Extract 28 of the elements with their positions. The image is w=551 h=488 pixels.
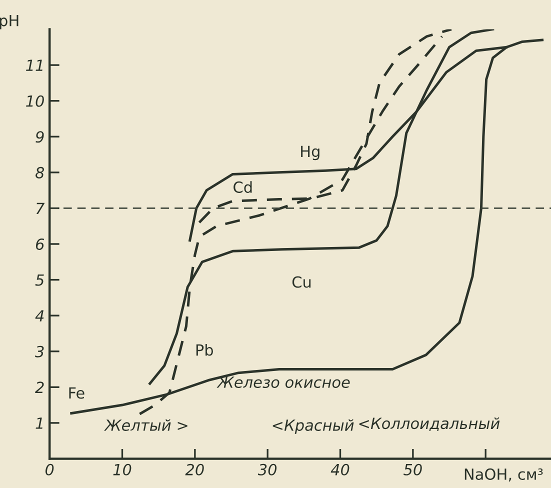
series-label: Hg: [301, 146, 320, 160]
x-axis-title: NaOH, см³: [464, 468, 543, 482]
x-tick-label: 0: [45, 464, 54, 476]
x-tick-label: 40: [330, 464, 350, 476]
y-tick-label: 11: [26, 60, 42, 71]
x-tick-label: 10: [113, 464, 132, 476]
y-tick-label: 1: [36, 418, 42, 429]
annotation: Желтый >: [104, 419, 188, 431]
annotation: <Красный: [272, 419, 354, 434]
series-label: Fe: [69, 387, 84, 399]
series-label: Pb: [196, 344, 214, 356]
y-tick-label: 5: [35, 274, 44, 286]
y-tick-label: 10: [26, 95, 44, 107]
x-tick-label: 50: [404, 464, 422, 476]
annotation: <Коллоидальный: [359, 417, 500, 432]
y-tick-label: 6: [36, 238, 44, 250]
y-tick-label: 4: [35, 310, 44, 322]
x-tick-label: 30: [258, 464, 277, 476]
y-tick-label: 9: [36, 131, 44, 143]
y-tick-label: 2: [35, 382, 44, 393]
y-tick-label: 3: [35, 346, 44, 358]
x-tick-label: 20: [185, 464, 204, 476]
y-axis-title: pH: [0, 14, 18, 30]
y-tick-label: 8: [36, 166, 44, 178]
series-label: Cu: [292, 276, 311, 288]
series-label: Cd: [234, 181, 252, 193]
y-tick-label: 7: [36, 202, 45, 214]
annotation: Железо окисное: [216, 376, 350, 388]
